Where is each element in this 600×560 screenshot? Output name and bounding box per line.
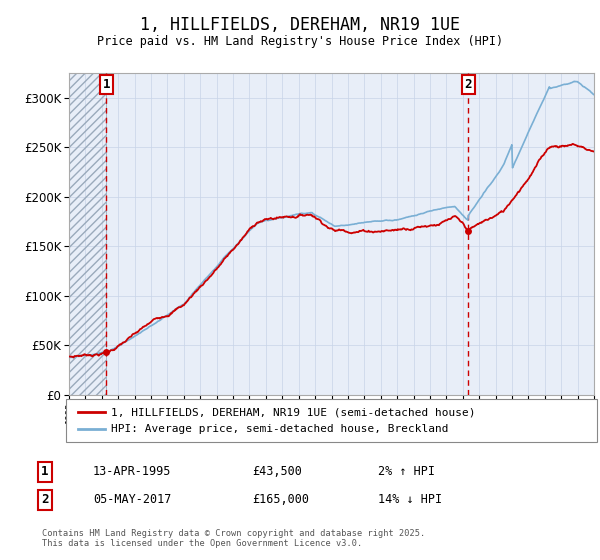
Text: 05-MAY-2017: 05-MAY-2017 bbox=[93, 493, 172, 506]
Text: 13-APR-1995: 13-APR-1995 bbox=[93, 465, 172, 478]
Text: £43,500: £43,500 bbox=[252, 465, 302, 478]
Text: 1, HILLFIELDS, DEREHAM, NR19 1UE: 1, HILLFIELDS, DEREHAM, NR19 1UE bbox=[140, 16, 460, 34]
Bar bbox=[69, 73, 106, 395]
Text: 1: 1 bbox=[103, 78, 110, 91]
Text: 2: 2 bbox=[41, 493, 49, 506]
Text: 14% ↓ HPI: 14% ↓ HPI bbox=[378, 493, 442, 506]
Text: Contains HM Land Registry data © Crown copyright and database right 2025.
This d: Contains HM Land Registry data © Crown c… bbox=[42, 529, 425, 548]
Text: Price paid vs. HM Land Registry's House Price Index (HPI): Price paid vs. HM Land Registry's House … bbox=[97, 35, 503, 49]
Text: 1: 1 bbox=[41, 465, 49, 478]
Text: 2: 2 bbox=[465, 78, 472, 91]
Text: HPI: Average price, semi-detached house, Breckland: HPI: Average price, semi-detached house,… bbox=[111, 424, 449, 434]
Text: 1, HILLFIELDS, DEREHAM, NR19 1UE (semi-detached house): 1, HILLFIELDS, DEREHAM, NR19 1UE (semi-d… bbox=[111, 407, 476, 417]
Text: 2% ↑ HPI: 2% ↑ HPI bbox=[378, 465, 435, 478]
Text: £165,000: £165,000 bbox=[252, 493, 309, 506]
